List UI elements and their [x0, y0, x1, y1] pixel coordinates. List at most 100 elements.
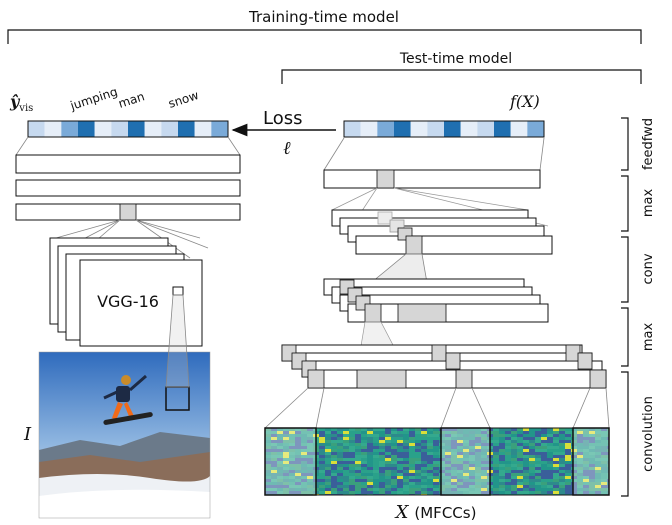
spectrogram-cell	[583, 443, 589, 446]
spectrogram-cell	[475, 440, 481, 443]
spectrogram-cell	[463, 467, 469, 470]
spectrogram-cell	[601, 488, 607, 491]
spectrogram-cell	[589, 461, 595, 464]
audio-output-vector	[343, 120, 545, 138]
spectrogram-cell	[283, 476, 289, 479]
spectrogram-cell	[589, 440, 595, 443]
visual-vector-cell	[194, 121, 212, 137]
spectrogram-cell	[331, 485, 337, 488]
spectrogram-cell	[319, 482, 325, 485]
spectrogram-cell	[421, 458, 427, 461]
spectrogram-cell	[595, 464, 601, 467]
spectrogram-cell	[265, 464, 271, 467]
spectrogram-cell	[559, 482, 565, 485]
spectrogram-cell	[403, 488, 409, 491]
spectrogram-cell	[529, 470, 535, 473]
spectrogram-cell	[391, 473, 397, 476]
spectrogram-cell	[481, 437, 487, 440]
spectrogram-cell	[541, 431, 547, 434]
spectrogram-cell	[415, 449, 421, 452]
audio-conv1-filters	[281, 344, 607, 389]
spectrogram-cell	[565, 473, 571, 476]
spectrogram-cell	[349, 458, 355, 461]
spectrogram-cell	[283, 440, 289, 443]
spectrogram-cell	[457, 449, 463, 452]
spectrogram-cell	[403, 434, 409, 437]
spectrogram-cell	[355, 431, 361, 434]
visual-fc-filter	[119, 203, 137, 221]
spectrogram-cell	[355, 482, 361, 485]
spectrogram-cell	[289, 449, 295, 452]
spectrogram-cell	[541, 437, 547, 440]
spectrogram-cell	[343, 479, 349, 482]
spectrogram-cell	[475, 446, 481, 449]
spectrogram-cell	[571, 491, 577, 494]
spectrogram-cell	[307, 455, 313, 458]
spectrogram-cell	[337, 491, 343, 494]
spectrogram-cell	[421, 443, 427, 446]
spectrogram-cell	[415, 443, 421, 446]
spectrogram-cell	[445, 470, 451, 473]
spectrogram-cell	[379, 467, 385, 470]
spectrogram-cell	[349, 449, 355, 452]
spectrogram-cell	[565, 428, 571, 431]
spectrogram-cell	[547, 461, 553, 464]
spectrogram-cell	[373, 485, 379, 488]
spectrogram-cell	[325, 464, 331, 467]
spectrogram-cell	[577, 491, 583, 494]
spectrogram-cell	[307, 470, 313, 473]
spectrogram-cell	[301, 482, 307, 485]
spectrogram-cell	[349, 431, 355, 434]
spectrogram-cell	[607, 476, 609, 479]
spectrogram-cell	[547, 446, 553, 449]
spectrogram-cell	[589, 470, 595, 473]
spectrogram-cell	[511, 437, 517, 440]
spectrogram-cell	[379, 473, 385, 476]
spectrogram-cell	[385, 437, 391, 440]
spectrogram-cell	[499, 473, 505, 476]
spectrogram-cell	[511, 470, 517, 473]
spectrogram-cell	[583, 446, 589, 449]
spectrogram-cell	[565, 461, 571, 464]
spectrogram-cell	[553, 464, 559, 467]
spectrogram-cell	[541, 458, 547, 461]
spectrogram-cell	[583, 461, 589, 464]
spectrogram-cell	[589, 476, 595, 479]
spectrogram-cell	[463, 485, 469, 488]
spectrogram-cell	[595, 482, 601, 485]
spectrogram-cell	[475, 467, 481, 470]
spectrogram-cell	[577, 428, 583, 431]
spectrogram-cell	[433, 428, 439, 431]
spectrogram-cell	[283, 461, 289, 464]
spectrogram-cell	[349, 488, 355, 491]
spectrogram-cell	[331, 458, 337, 461]
training-title: Training-time model	[248, 8, 399, 26]
spectrogram-cell	[475, 479, 481, 482]
spectrogram-cell	[271, 470, 277, 473]
spectrogram-cell	[523, 458, 529, 461]
spectrogram-cell	[295, 437, 301, 440]
spectrogram-cell	[301, 467, 307, 470]
stage-label-max-bottom: max	[641, 323, 656, 352]
spectrogram-cell	[475, 452, 481, 455]
spectrogram-cell	[475, 476, 481, 479]
spectrogram-cell	[505, 446, 511, 449]
spectrogram-cell	[457, 443, 463, 446]
spectrogram-cell	[601, 464, 607, 467]
spectrogram-cell	[565, 467, 571, 470]
spectrogram-cell	[325, 446, 331, 449]
spectrogram-cell	[589, 428, 595, 431]
spectrogram-cell	[415, 491, 421, 494]
word-label-jumping: jumping	[68, 84, 120, 113]
spectrogram-cell	[589, 446, 595, 449]
spectrogram-cell	[283, 482, 289, 485]
spectrogram-cell	[403, 491, 409, 494]
spectrogram-cell	[325, 434, 331, 437]
spectrogram-cell	[397, 479, 403, 482]
spectrogram-cell	[379, 449, 385, 452]
spectrogram-cell	[265, 485, 271, 488]
spectrogram-cell	[601, 440, 607, 443]
spectrogram-cell	[367, 473, 373, 476]
spectrogram-cell	[445, 440, 451, 443]
spectrogram-cell	[583, 491, 589, 494]
